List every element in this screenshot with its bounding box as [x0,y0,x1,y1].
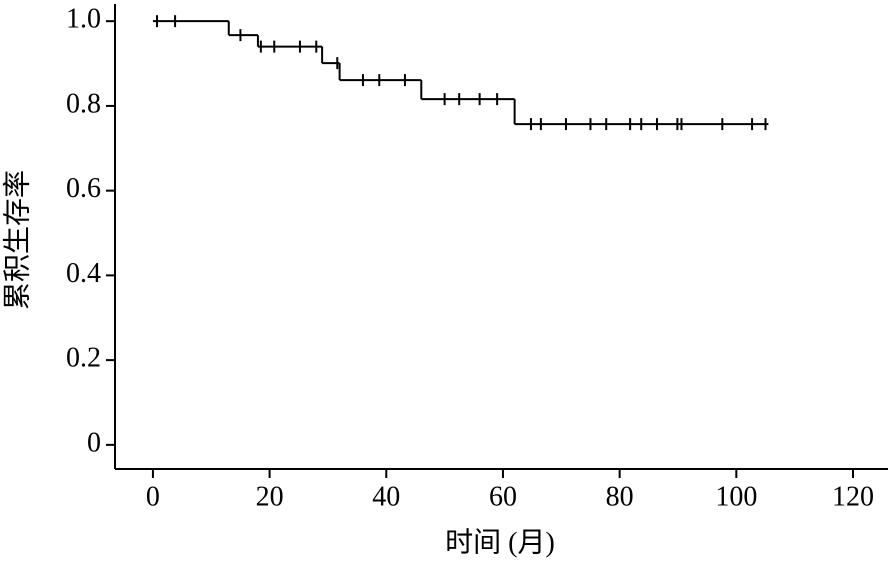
x-tick-label: 0 [146,481,160,512]
x-tick-label: 60 [489,481,517,512]
y-tick-label: 0.2 [66,343,101,374]
x-tick-label: 100 [715,481,757,512]
x-tick-label: 80 [606,481,634,512]
x-tick-label: 120 [832,481,874,512]
y-tick-label: 0.8 [66,88,101,119]
x-tick-label: 20 [256,481,284,512]
y-tick-label: 0.4 [66,258,101,289]
x-tick-label: 40 [372,481,400,512]
y-tick-label: 0.6 [66,173,101,204]
y-axis-label: 累积生存率 [1,170,33,310]
x-axis-label: 时间 (月) [445,526,555,558]
y-tick-label: 0 [87,427,101,458]
y-tick-label: 1.0 [66,4,101,35]
